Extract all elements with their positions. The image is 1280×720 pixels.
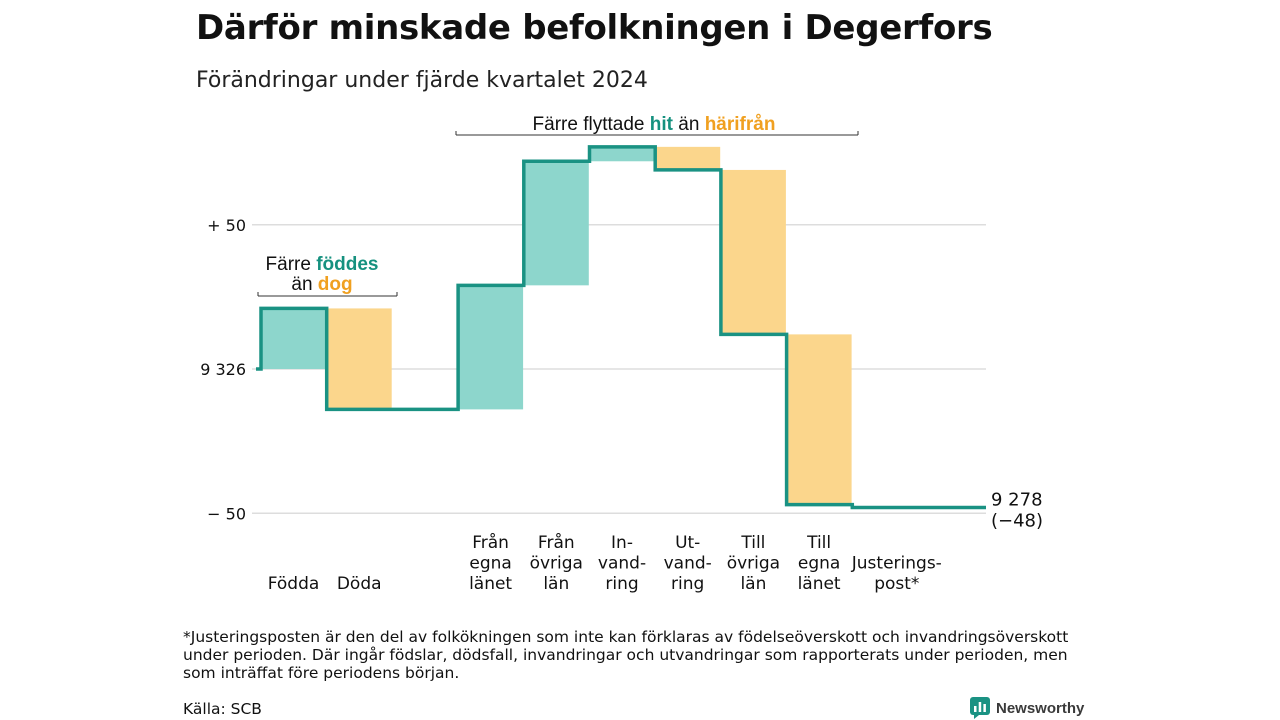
y-tick-label: − 50 bbox=[207, 504, 246, 523]
chart-subtitle: Förändringar under fjärde kvartalet 2024 bbox=[196, 68, 648, 93]
x-category-label: Döda bbox=[337, 574, 382, 594]
waterfall-bar bbox=[786, 334, 852, 505]
annotation-migration: Färre flyttade hit än härifrån bbox=[533, 114, 776, 135]
x-category-label: Till egna länet bbox=[798, 533, 841, 594]
waterfall-bar bbox=[261, 308, 326, 369]
y-tick-label: 9 326 bbox=[200, 360, 246, 379]
waterfall-chart: + 50 9 326 − 50 Födda Döda Från egna länet Från ö… bbox=[200, 114, 1043, 595]
waterfall-bar bbox=[523, 161, 589, 286]
annotation-births-line1: Färre föddes bbox=[266, 254, 379, 275]
x-category-label: Från egna länet bbox=[469, 532, 512, 594]
x-category-label: Justerings-post* bbox=[851, 554, 942, 595]
waterfall-bar bbox=[720, 169, 786, 335]
source-label: Källa: SCB bbox=[183, 700, 262, 718]
waterfall-bar bbox=[458, 285, 524, 410]
y-tick-label: + 50 bbox=[207, 216, 246, 235]
end-change-label: (−48) bbox=[991, 510, 1043, 531]
annotation-births-line2: än dog bbox=[291, 274, 352, 295]
x-category-label: Födda bbox=[268, 574, 320, 594]
x-category-label: In-vand-ring bbox=[598, 533, 646, 594]
chart-title: Därför minskade befolkningen i Degerfors bbox=[196, 8, 993, 48]
end-value-label: 9 278 bbox=[991, 489, 1043, 510]
newsworthy-logo-icon bbox=[970, 697, 990, 719]
waterfall-bar bbox=[326, 308, 392, 410]
brand: Newsworthy bbox=[970, 697, 1084, 719]
brand-label: Newsworthy bbox=[996, 699, 1085, 717]
waterfall-line bbox=[256, 145, 986, 510]
x-category-label: Ut-vand-ring bbox=[664, 533, 712, 594]
x-category-label: Till övriga län bbox=[727, 533, 780, 594]
footnote: *Justeringsposten är den del av folkökni… bbox=[183, 628, 1069, 682]
waterfall-bar bbox=[655, 146, 721, 170]
x-category-label: Från övriga län bbox=[530, 532, 583, 594]
waterfall-bar bbox=[589, 146, 655, 162]
